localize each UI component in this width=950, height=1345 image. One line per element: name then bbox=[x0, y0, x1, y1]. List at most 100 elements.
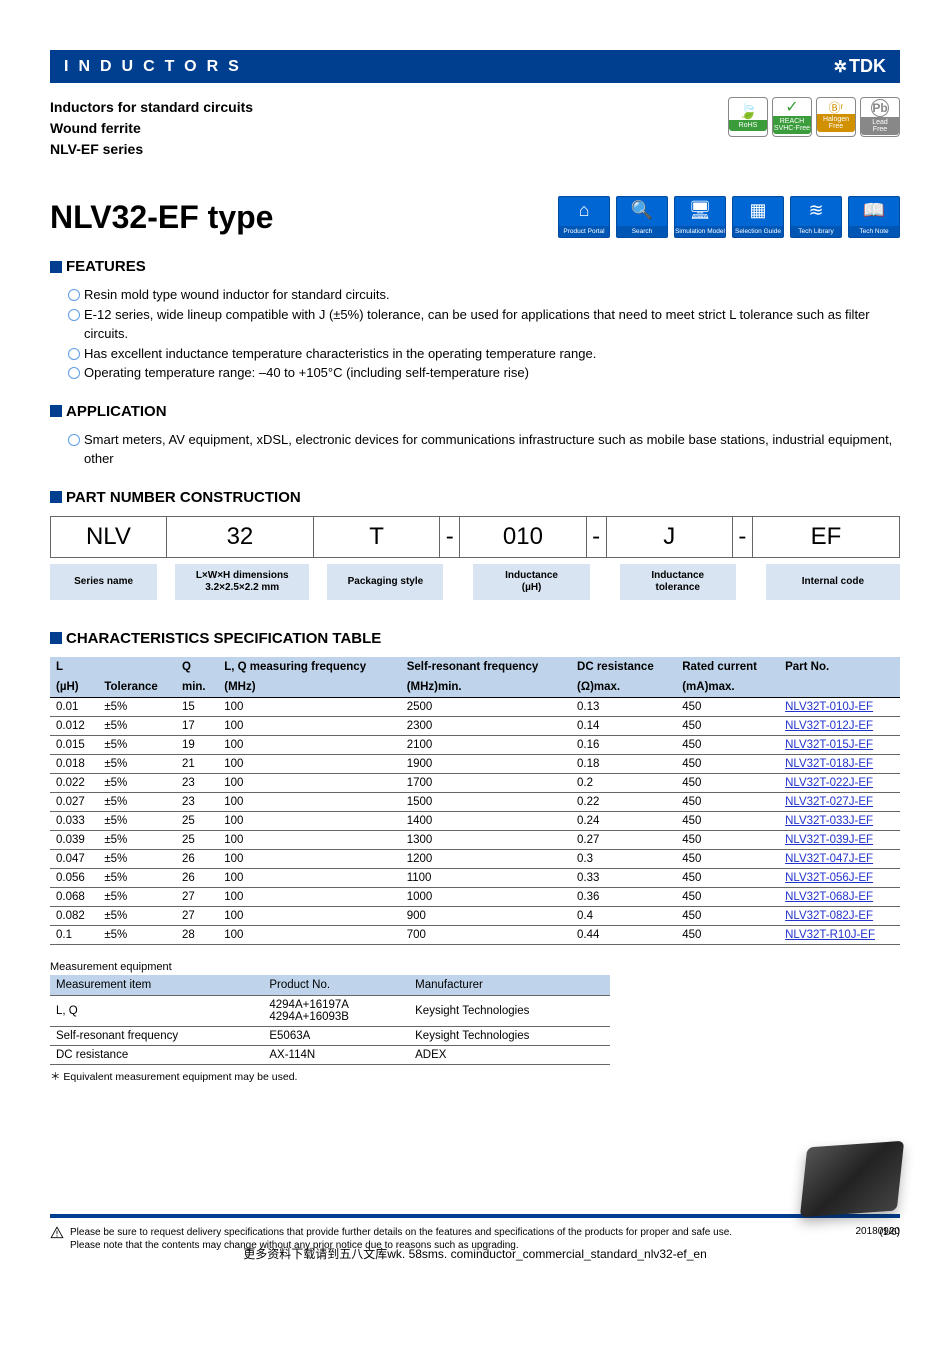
part-link[interactable]: NLV32T-015J-EF bbox=[785, 739, 873, 751]
table-cell: 21 bbox=[176, 754, 218, 773]
table-cell[interactable]: NLV32T-012J-EF bbox=[779, 716, 900, 735]
table-cell: ±5% bbox=[98, 906, 176, 925]
nav-product-portal[interactable]: ⌂ Product Portal bbox=[558, 196, 610, 238]
table-cell: 1400 bbox=[401, 811, 571, 830]
th bbox=[98, 657, 176, 677]
table-cell: 450 bbox=[676, 792, 779, 811]
part-link[interactable]: NLV32T-082J-EF bbox=[785, 910, 873, 922]
table-cell: 100 bbox=[218, 735, 400, 754]
part-link[interactable]: NLV32T-022J-EF bbox=[785, 777, 873, 789]
pb-icon: Pb bbox=[871, 99, 889, 117]
table-cell: 4294A+16197A 4294A+16093B bbox=[263, 995, 409, 1026]
spec-head-row2: (µH) Tolerance min. (MHz) (MHz)min. (Ω)m… bbox=[50, 677, 900, 698]
pnc-label: Packaging style bbox=[327, 564, 443, 600]
th: L bbox=[50, 657, 98, 677]
part-link[interactable]: NLV32T-010J-EF bbox=[785, 701, 873, 713]
table-cell: 1200 bbox=[401, 849, 571, 868]
table-cell: 0.18 bbox=[571, 754, 676, 773]
main-title: NLV32-EF type bbox=[50, 199, 273, 236]
table-cell: 450 bbox=[676, 811, 779, 830]
spec-head-row1: L Q L, Q measuring frequency Self-resona… bbox=[50, 657, 900, 677]
table-cell[interactable]: NLV32T-068J-EF bbox=[779, 887, 900, 906]
table-row: 0.056±5%2610011000.33450NLV32T-056J-EF bbox=[50, 868, 900, 887]
table-cell: 100 bbox=[218, 868, 400, 887]
th: Rated current bbox=[676, 657, 779, 677]
search-icon: 🔍 bbox=[631, 201, 653, 219]
th: Tolerance bbox=[98, 677, 176, 698]
table-row: 0.012±5%1710023000.14450NLV32T-012J-EF bbox=[50, 716, 900, 735]
section-cst-title: CHARACTERISTICS SPECIFICATION TABLE bbox=[66, 630, 381, 647]
table-cell: 1300 bbox=[401, 830, 571, 849]
features-list: Resin mold type wound inductor for stand… bbox=[50, 285, 900, 383]
table-cell: ADEX bbox=[409, 1045, 610, 1064]
table-cell: 1900 bbox=[401, 754, 571, 773]
nav-search[interactable]: 🔍 Search bbox=[616, 196, 668, 238]
pnc-label: Series name bbox=[50, 564, 157, 600]
table-cell: 100 bbox=[218, 716, 400, 735]
table-cell: 100 bbox=[218, 811, 400, 830]
table-cell[interactable]: NLV32T-015J-EF bbox=[779, 735, 900, 754]
part-link[interactable]: NLV32T-056J-EF bbox=[785, 872, 873, 884]
part-link[interactable]: NLV32T-R10J-EF bbox=[785, 929, 875, 941]
table-cell[interactable]: NLV32T-022J-EF bbox=[779, 773, 900, 792]
intro-line1: Inductors for standard circuits bbox=[50, 97, 253, 118]
table-row: DC resistanceAX-114NADEX bbox=[50, 1045, 610, 1064]
meas-caption: Measurement equipment bbox=[50, 961, 900, 973]
table-cell: 100 bbox=[218, 849, 400, 868]
table-cell: 100 bbox=[218, 754, 400, 773]
table-cell: Keysight Technologies bbox=[409, 1026, 610, 1045]
th: (mA)max. bbox=[676, 677, 779, 698]
nav-sel-guide[interactable]: ▦ Selection Guide bbox=[732, 196, 784, 238]
table-cell[interactable]: NLV32T-027J-EF bbox=[779, 792, 900, 811]
part-link[interactable]: NLV32T-033J-EF bbox=[785, 815, 873, 827]
part-link[interactable]: NLV32T-039J-EF bbox=[785, 834, 873, 846]
nav-tech-library[interactable]: ≋ Tech Library bbox=[790, 196, 842, 238]
table-cell: 100 bbox=[218, 773, 400, 792]
table-cell[interactable]: NLV32T-056J-EF bbox=[779, 868, 900, 887]
table-cell[interactable]: NLV32T-047J-EF bbox=[779, 849, 900, 868]
table-cell: 25 bbox=[176, 811, 218, 830]
pnc-cell: T bbox=[314, 517, 440, 557]
table-cell: 1100 bbox=[401, 868, 571, 887]
intro-text: Inductors for standard circuits Wound fe… bbox=[50, 97, 253, 160]
table-cell: 19 bbox=[176, 735, 218, 754]
table-cell[interactable]: NLV32T-010J-EF bbox=[779, 697, 900, 716]
feature-item: Has excellent inductance temperature cha… bbox=[68, 344, 900, 364]
table-cell: 0.047 bbox=[50, 849, 98, 868]
table-cell: ±5% bbox=[98, 716, 176, 735]
table-cell: 1000 bbox=[401, 887, 571, 906]
table-cell: AX-114N bbox=[263, 1045, 409, 1064]
section-application-title: APPLICATION bbox=[66, 403, 167, 420]
part-link[interactable]: NLV32T-068J-EF bbox=[785, 891, 873, 903]
table-cell: 100 bbox=[218, 906, 400, 925]
table-cell[interactable]: NLV32T-R10J-EF bbox=[779, 925, 900, 944]
table-row: Self-resonant frequencyE5063AKeysight Te… bbox=[50, 1026, 610, 1045]
nav-label: Tech Note bbox=[849, 226, 899, 237]
pnc-cell: 32 bbox=[167, 517, 314, 557]
nav-sim-model[interactable]: 🖥 Simulation Model bbox=[674, 196, 726, 238]
brand-logo: ✲ TDK bbox=[834, 56, 886, 77]
leaf-icon: 🍃 bbox=[738, 104, 758, 120]
table-cell[interactable]: NLV32T-039J-EF bbox=[779, 830, 900, 849]
table-cell: 0.14 bbox=[571, 716, 676, 735]
table-cell[interactable]: NLV32T-033J-EF bbox=[779, 811, 900, 830]
table-cell: 450 bbox=[676, 887, 779, 906]
table-row: 0.027±5%2310015000.22450NLV32T-027J-EF bbox=[50, 792, 900, 811]
table-cell: 0.01 bbox=[50, 697, 98, 716]
pnc-label: Internal code bbox=[766, 564, 900, 600]
table-cell: 15 bbox=[176, 697, 218, 716]
table-cell: 0.033 bbox=[50, 811, 98, 830]
table-cell[interactable]: NLV32T-082J-EF bbox=[779, 906, 900, 925]
part-link[interactable]: NLV32T-027J-EF bbox=[785, 796, 873, 808]
table-cell: ±5% bbox=[98, 849, 176, 868]
feature-item: Resin mold type wound inductor for stand… bbox=[68, 285, 900, 305]
nav-tech-note[interactable]: 📖 Tech Note bbox=[848, 196, 900, 238]
table-cell: 0.012 bbox=[50, 716, 98, 735]
part-link[interactable]: NLV32T-012J-EF bbox=[785, 720, 873, 732]
table-cell: 450 bbox=[676, 868, 779, 887]
part-link[interactable]: NLV32T-047J-EF bbox=[785, 853, 873, 865]
table-cell[interactable]: NLV32T-018J-EF bbox=[779, 754, 900, 773]
table-cell: 100 bbox=[218, 697, 400, 716]
part-link[interactable]: NLV32T-018J-EF bbox=[785, 758, 873, 770]
pnc-sep: - bbox=[587, 517, 607, 557]
